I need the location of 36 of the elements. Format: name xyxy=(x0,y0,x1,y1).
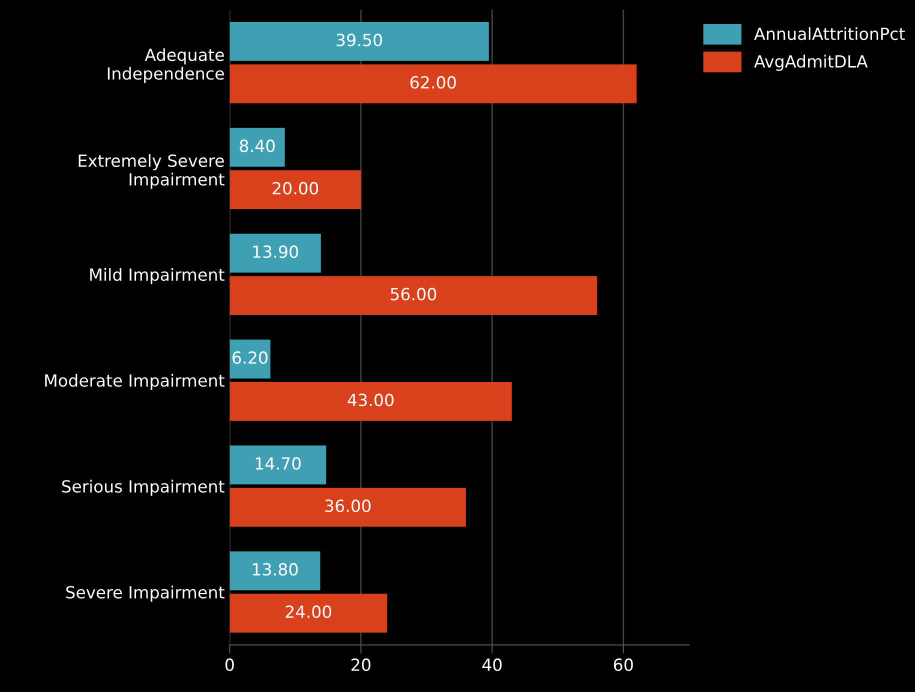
bar xyxy=(230,488,466,527)
y-tick-label: Serious Impairment xyxy=(62,480,224,496)
legend-label: AnnualAttritionPct xyxy=(754,27,905,40)
x-tick-label: 40 xyxy=(482,658,502,672)
bar xyxy=(230,594,388,633)
bar xyxy=(230,234,321,273)
data-label: 20.00 xyxy=(272,182,318,195)
data-label: 62.00 xyxy=(410,76,456,89)
data-label: 6.20 xyxy=(232,351,268,364)
bar xyxy=(230,64,636,104)
data-label: 14.70 xyxy=(256,457,301,470)
data-label: 8.40 xyxy=(240,140,275,152)
y-tick-label: Extremely Severe Impairment xyxy=(78,154,224,189)
bar xyxy=(230,445,326,484)
bar xyxy=(230,551,320,590)
data-label: 56.00 xyxy=(390,288,436,300)
bar xyxy=(230,128,285,167)
x-tick-label: 60 xyxy=(614,658,633,672)
y-tick-label: Mild Impairment xyxy=(90,268,224,284)
data-label: 24.00 xyxy=(286,605,332,618)
y-tick-label: Adequate Independence xyxy=(108,48,224,84)
legend-label: AvgAdmitDLA xyxy=(754,54,868,71)
bar xyxy=(230,22,489,61)
bar xyxy=(230,276,598,316)
y-tick-label: Severe Impairment xyxy=(66,586,224,602)
bar xyxy=(230,340,270,379)
data-label: 43.00 xyxy=(348,394,394,406)
data-label: 13.80 xyxy=(252,563,298,576)
data-label: 39.50 xyxy=(336,34,382,46)
data-label: 13.90 xyxy=(253,245,298,258)
bar xyxy=(230,382,512,421)
x-tick-label: 0 xyxy=(225,658,234,672)
y-tick-label: Moderate Impairment xyxy=(45,374,224,390)
bar xyxy=(230,170,361,210)
x-tick-label: 20 xyxy=(352,658,370,672)
data-label: 36.00 xyxy=(325,500,371,512)
